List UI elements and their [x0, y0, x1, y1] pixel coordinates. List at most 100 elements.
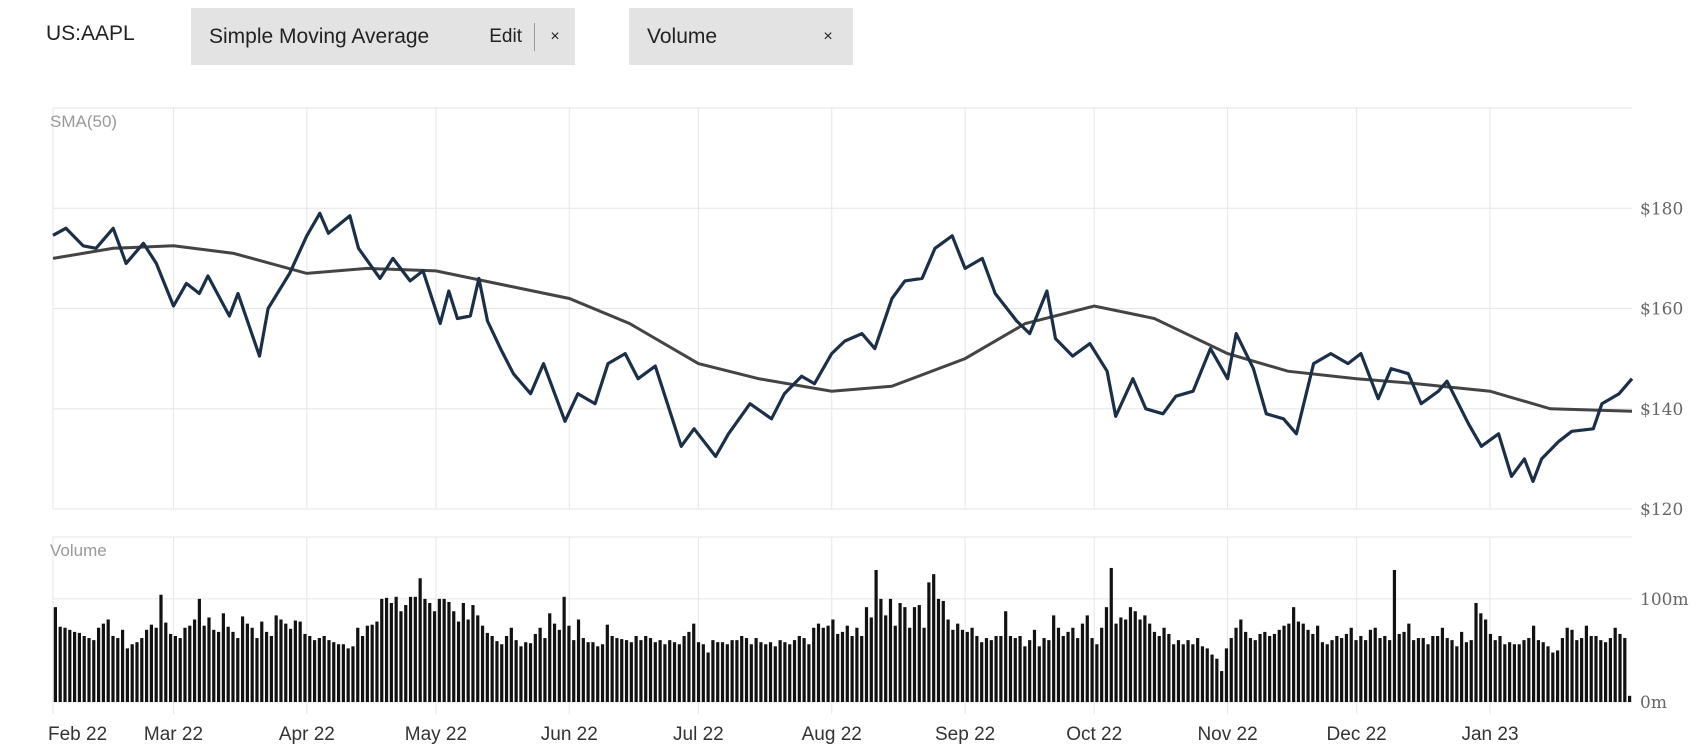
volume-bar: [101, 623, 105, 703]
x-tick-label: Jul 22: [673, 724, 724, 745]
volume-bar: [999, 636, 1003, 702]
volume-bar: [701, 644, 705, 702]
volume-bar: [1373, 627, 1377, 702]
remove-volume-close-icon[interactable]: ×: [823, 27, 833, 45]
volume-bar: [1556, 650, 1560, 702]
volume-bar: [269, 636, 273, 702]
volume-bar: [1138, 619, 1142, 702]
volume-bar: [490, 636, 494, 702]
edit-indicator-button[interactable]: Edit: [489, 25, 522, 47]
volume-bar: [514, 640, 518, 703]
volume-bar: [1157, 636, 1161, 702]
volume-bar: [264, 631, 269, 703]
volume-bar: [1604, 642, 1608, 702]
volume-bar: [927, 582, 931, 703]
volume-bar: [509, 627, 513, 702]
volume-bar: [1023, 646, 1027, 702]
volume-bar: [744, 638, 749, 702]
volume-bar: [1527, 638, 1531, 702]
volume-bar: [672, 642, 677, 702]
volume-bar: [1104, 607, 1109, 703]
volume-bar: [1277, 629, 1281, 702]
volume-bar: [274, 615, 278, 703]
volume-bar: [149, 624, 153, 702]
volume-bar: [312, 640, 317, 703]
volume-bar: [1047, 640, 1051, 703]
volume-bar: [768, 642, 773, 702]
volume-bar: [912, 607, 917, 703]
volume-bar: [557, 629, 561, 702]
indicator-chip-label[interactable]: Simple Moving Average: [209, 24, 430, 48]
volume-bar: [884, 615, 888, 703]
volume-bar: [288, 628, 293, 702]
volume-bar: [476, 615, 480, 703]
volume-bar: [960, 629, 965, 702]
volume-bar: [236, 638, 240, 702]
volume-bar: [432, 611, 437, 702]
volume-chip: Volume ×: [629, 8, 853, 65]
volume-bar: [797, 636, 801, 702]
volume-bar: [994, 636, 998, 702]
volume-bar: [1570, 629, 1574, 702]
volume-bar: [1191, 644, 1195, 702]
volume-bar: [1580, 638, 1584, 702]
volume-bar: [384, 597, 389, 702]
volume-bar: [716, 642, 720, 702]
volume-bar: [864, 607, 869, 703]
volume-bar: [951, 629, 955, 702]
volume-bar: [260, 621, 264, 702]
volume-bar: [1628, 695, 1632, 702]
volume-bar: [639, 640, 643, 703]
volume-bar: [610, 636, 614, 702]
volume-bar: [1119, 617, 1123, 702]
volume-bar: [63, 627, 67, 702]
price-panel-label: SMA(50): [50, 112, 117, 131]
volume-bar: [1162, 627, 1166, 702]
x-tick-label: Oct 22: [1066, 724, 1122, 745]
volume-bar: [1383, 636, 1387, 702]
volume-bar: [663, 644, 667, 702]
volume-bar: [1421, 638, 1425, 702]
x-tick-label: Dec 22: [1327, 724, 1387, 745]
volume-bar: [1397, 633, 1401, 702]
volume-bar: [1085, 615, 1089, 703]
volume-bar: [1052, 615, 1056, 703]
volume-bar: [1613, 627, 1617, 702]
volume-bar: [1575, 640, 1579, 703]
volume-bar: [615, 638, 619, 702]
volume-bar: [1364, 640, 1368, 703]
remove-indicator-close-icon[interactable]: ×: [550, 27, 560, 45]
volume-bar: [1488, 633, 1493, 702]
x-tick-label: Aug 22: [802, 724, 862, 745]
volume-bar: [365, 625, 369, 702]
volume-bar: [552, 623, 557, 703]
volume-bar: [380, 598, 384, 703]
volume-bar: [1018, 636, 1022, 702]
volume-bar: [245, 623, 249, 703]
volume-bar: [1330, 640, 1334, 703]
volume-bar: [356, 627, 360, 702]
volume-bar: [279, 619, 283, 702]
volume-bar: [754, 638, 758, 702]
volume-bar: [1172, 644, 1176, 702]
volume-chip-label[interactable]: Volume: [647, 24, 718, 48]
volume-bar: [1071, 627, 1075, 702]
volume-bar: [308, 636, 312, 702]
volume-bar: [677, 644, 681, 702]
volume-bar: [1354, 640, 1358, 703]
volume-bar: [1503, 644, 1507, 702]
volume-bar: [706, 652, 710, 702]
volume-bar: [572, 640, 576, 703]
volume-bar: [1460, 631, 1464, 703]
volume-bar: [624, 640, 629, 703]
volume-bar: [207, 617, 211, 702]
x-tick-label: May 22: [405, 724, 467, 745]
volume-bar: [1484, 619, 1488, 702]
volume-bar: [1263, 631, 1267, 703]
volume-bar: [82, 636, 86, 702]
volume-bar: [1407, 623, 1411, 703]
volume-bar: [1464, 642, 1469, 702]
volume-bar: [216, 631, 221, 703]
volume-bar: [792, 640, 797, 703]
